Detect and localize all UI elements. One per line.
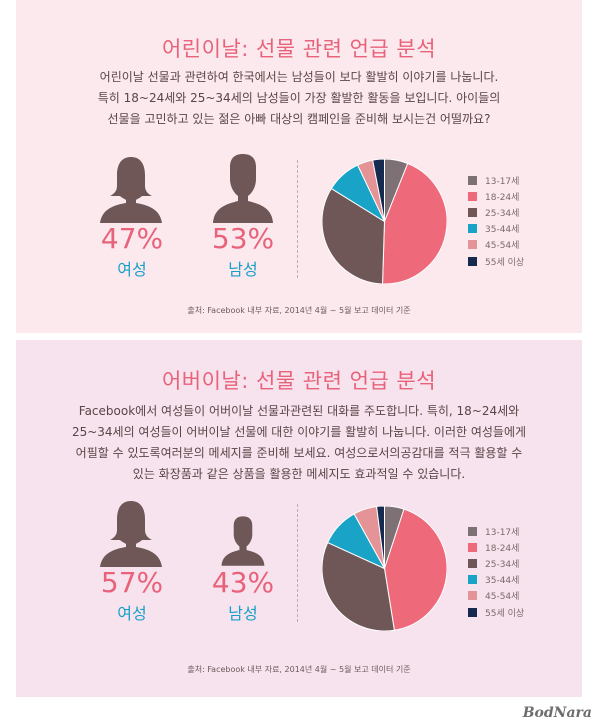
divider: [297, 160, 298, 278]
female-percent: 47%: [100, 222, 164, 255]
legend-swatch: [468, 240, 477, 250]
legend-swatch: [468, 256, 477, 266]
female-person-icon: [100, 501, 162, 567]
age-pie-chart: [322, 159, 447, 284]
legend-label: 35-44세: [485, 225, 520, 236]
female-label: 여성: [117, 260, 147, 279]
description-line: 선물을 고민하고 있는 젊은 아빠 대상의 캠페인을 준비해 보시는건 어떨까요…: [107, 112, 491, 126]
parents-day-section: 어버이날: 선물 관련 언급 분석 Facebook에서 여성들이 어버이날 선…: [16, 340, 582, 697]
male-person-icon: [221, 516, 265, 566]
female-percent: 57%: [100, 566, 164, 599]
section-title: 어린이날: 선물 관련 언급 분석: [161, 37, 437, 61]
male-person-icon: [213, 154, 273, 223]
legend-item: 35-44세: [468, 572, 524, 588]
legend-item: 25-34세: [468, 204, 524, 220]
legend-swatch: [468, 542, 477, 552]
legend-swatch: [468, 207, 477, 217]
female-person-icon: [100, 157, 162, 223]
legend-item: 45-54세: [468, 237, 524, 253]
legend-label: 55세 이상: [485, 608, 525, 619]
legend-swatch: [468, 526, 477, 536]
legend-swatch: [468, 224, 477, 234]
legend-swatch: [468, 607, 477, 617]
pie-slice-2: [383, 508, 447, 631]
chart-legend: 13-17세 18-24세 25-34세 35-44세 45-54세 55세 이상: [468, 172, 524, 269]
legend-item: 18-24세: [468, 188, 524, 204]
section-description: Facebook에서 여성들이 어버이날 선물과관련된 대화를 주도합니다. 특…: [56, 401, 542, 485]
legend-item: 35-44세: [468, 221, 524, 237]
legend-label: 18-24세: [485, 543, 520, 554]
section-title: 어버이날: 선물 관련 언급 분석: [161, 369, 437, 393]
legend-label: 45-54세: [485, 241, 520, 252]
legend-swatch: [468, 558, 477, 568]
pie-slice-6: [376, 506, 385, 569]
description-line: 어린이날 선물과 관련하여 한국에서는 남성들이 보다 활발히 이야기를 나눕니…: [99, 70, 499, 84]
legend-item: 55세 이상: [468, 604, 524, 620]
pie-slice-3: [322, 187, 386, 284]
legend-label: 45-54세: [485, 592, 520, 603]
legend-item: 13-17세: [468, 523, 524, 539]
description-line: 어필할 수 있도록여러분의 메세지를 준비해 보세요. 여성으로서의공감대를 적…: [75, 446, 523, 460]
male-percent: 53%: [211, 222, 275, 255]
description-line: 특히 18~24세와 25~34세의 남성들이 가장 활발한 활동을 보입니다.…: [97, 91, 501, 105]
legend-label: 13-17세: [485, 527, 520, 538]
source-note: 출처: Facebook 내부 자료, 2014년 4월 ~ 5월 보고 데이터…: [187, 306, 411, 315]
age-pie-chart: [322, 506, 447, 631]
pie-slice-3: [322, 541, 395, 631]
legend-label: 18-24세: [485, 192, 520, 203]
legend-item: 18-24세: [468, 539, 524, 555]
chart-legend: 13-17세 18-24세 25-34세 35-44세 45-54세 55세 이상: [468, 523, 524, 620]
watermark-logo: BodNara: [522, 705, 592, 721]
description-line: 25~34세의 여성들이 어버이날 선물에 대한 이야기를 활발히 나눕니다. …: [71, 425, 527, 439]
legend-item: 13-17세: [468, 172, 524, 188]
section-description: 어린이날 선물과 관련하여 한국에서는 남성들이 보다 활발히 이야기를 나눕니…: [56, 67, 542, 130]
legend-swatch: [468, 175, 477, 185]
pie-slice-2: [382, 162, 447, 284]
legend-label: 25-34세: [485, 208, 520, 219]
description-line: Facebook에서 여성들이 어버이날 선물과관련된 대화를 주도합니다. 특…: [78, 404, 520, 418]
legend-item: 45-54세: [468, 588, 524, 604]
divider: [297, 504, 298, 622]
legend-label: 13-17세: [485, 176, 520, 187]
legend-label: 35-44세: [485, 576, 520, 587]
male-label: 남성: [228, 260, 258, 279]
male-percent: 43%: [211, 566, 275, 599]
legend-swatch: [468, 575, 477, 585]
female-label: 여성: [117, 604, 147, 623]
male-label: 남성: [228, 604, 258, 623]
children-day-section: 어린이날: 선물 관련 언급 분석 어린이날 선물과 관련하여 한국에서는 남성…: [16, 0, 582, 333]
legend-item: 25-34세: [468, 555, 524, 571]
source-note: 출처: Facebook 내부 자료, 2014년 4월 ~ 5월 보고 데이터…: [187, 665, 411, 674]
legend-swatch: [468, 591, 477, 601]
description-line: 있는 화장품과 같은 상품을 활용한 메세지도 효과적일 수 있습니다.: [132, 467, 466, 481]
legend-label: 55세 이상: [485, 257, 525, 268]
pie-slice-6: [372, 159, 385, 222]
legend-label: 25-34세: [485, 559, 520, 570]
legend-swatch: [468, 191, 477, 201]
legend-item: 55세 이상: [468, 253, 524, 269]
